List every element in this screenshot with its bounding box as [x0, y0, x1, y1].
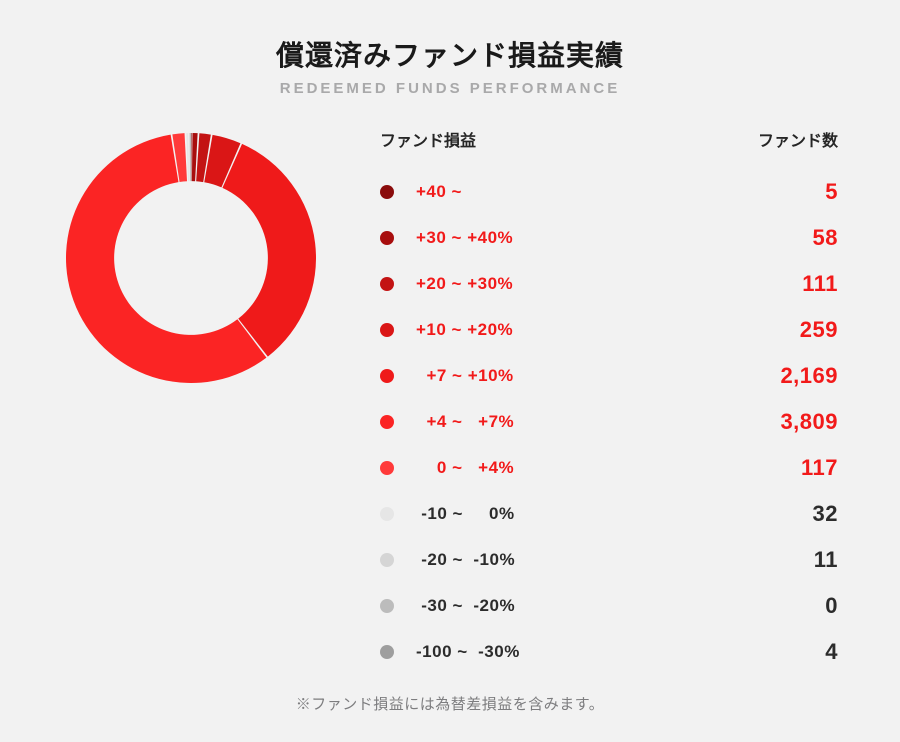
title-en: REDEEMED FUNDS PERFORMANCE [56, 80, 844, 97]
legend-row: +30 ~ +40% 58 [374, 215, 844, 261]
legend-count: 32 [813, 501, 838, 527]
legend-row: -20 ~ -10% 11 [374, 537, 844, 583]
legend-count: 3,809 [780, 409, 838, 435]
legend-count: 259 [800, 317, 838, 343]
donut-slice-8 [189, 133, 190, 181]
legend-range-label: +7 ~ +10% [416, 366, 514, 386]
legend-dot-icon [380, 553, 394, 567]
legend-range-label: -30 ~ -20% [416, 596, 515, 616]
legend-dot-icon [380, 231, 394, 245]
legend-range-label: -100 ~ -30% [416, 642, 520, 662]
legend-header: ファンド損益 ファンド数 [374, 127, 844, 169]
legend-header-left: ファンド損益 [380, 127, 476, 151]
legend-header-right: ファンド数 [758, 127, 838, 151]
legend-range-label: +4 ~ +7% [416, 412, 514, 432]
content-row: ファンド損益 ファンド数 +40 ~ 5 +30 ~ +40% 58 +20 ~ +30… [56, 125, 844, 675]
legend-row: +10 ~ +20% 259 [374, 307, 844, 353]
legend-row: -10 ~ 0% 32 [374, 491, 844, 537]
footnote: ※ファンド損益には為替差損益を含みます。 [56, 693, 844, 714]
legend-dot-icon [380, 369, 394, 383]
legend-dot-icon [380, 185, 394, 199]
legend-dot-icon [380, 415, 394, 429]
legend-dot-icon [380, 461, 394, 475]
legend-count: 11 [814, 547, 838, 573]
title-jp: 償還済みファンド損益実績 [56, 34, 844, 74]
legend-range-label: +10 ~ +20% [416, 320, 513, 340]
legend-range-label: 0 ~ +4% [416, 458, 514, 478]
legend-count: 0 [825, 593, 838, 619]
legend-dot-icon [380, 645, 394, 659]
title-block: 償還済みファンド損益実績 REDEEMED FUNDS PERFORMANCE [56, 34, 844, 97]
donut-slice-7 [186, 133, 189, 181]
legend-row: +4 ~ +7% 3,809 [374, 399, 844, 445]
fund-performance-panel: 償還済みファンド損益実績 REDEEMED FUNDS PERFORMANCE … [0, 0, 900, 742]
donut-slice-0 [191, 133, 192, 181]
legend-count: 5 [825, 179, 838, 205]
legend-row: +20 ~ +30% 111 [374, 261, 844, 307]
legend-dot-icon [380, 507, 394, 521]
legend-rows: +40 ~ 5 +30 ~ +40% 58 +20 ~ +30% 111 +10 ~ +20… [374, 169, 844, 675]
legend-count: 4 [825, 639, 838, 665]
legend-range-label: +20 ~ +30% [416, 274, 513, 294]
legend-row: 0 ~ +4% 117 [374, 445, 844, 491]
legend-dot-icon [380, 323, 394, 337]
legend-range-label: -20 ~ -10% [416, 550, 515, 570]
legend-range-label: -10 ~ 0% [416, 504, 515, 524]
donut-chart-column [56, 125, 326, 383]
legend-column: ファンド損益 ファンド数 +40 ~ 5 +30 ~ +40% 58 +20 ~ +30… [374, 125, 844, 675]
legend-row: -30 ~ -20% 0 [374, 583, 844, 629]
legend-row: +7 ~ +10% 2,169 [374, 353, 844, 399]
legend-range-label: +40 ~ [416, 182, 462, 202]
legend-count: 2,169 [780, 363, 838, 389]
legend-row: -100 ~ -30% 4 [374, 629, 844, 675]
legend-count: 58 [813, 225, 838, 251]
legend-row: +40 ~ 5 [374, 169, 844, 215]
legend-range-label: +30 ~ +40% [416, 228, 513, 248]
legend-count: 117 [801, 455, 838, 481]
legend-dot-icon [380, 599, 394, 613]
legend-count: 111 [802, 271, 838, 297]
legend-dot-icon [380, 277, 394, 291]
donut-chart [66, 133, 316, 383]
